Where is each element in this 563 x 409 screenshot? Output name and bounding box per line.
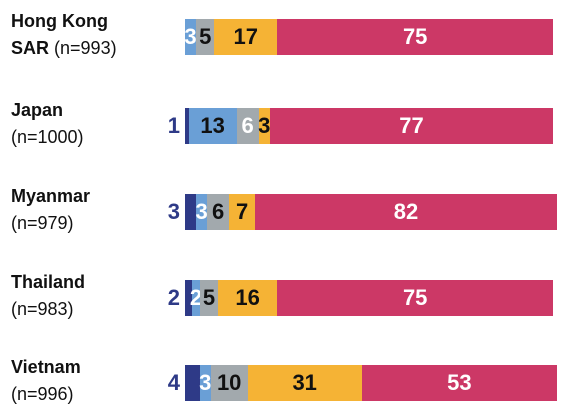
bar-segment xyxy=(210,365,248,401)
bar-segment xyxy=(214,19,278,55)
bar-segment xyxy=(277,19,554,55)
value-label: 4 xyxy=(167,370,180,395)
bar-segment xyxy=(277,280,554,316)
bar-segment xyxy=(258,108,270,144)
category-name: Japan xyxy=(11,100,64,120)
bar-segment xyxy=(236,108,259,144)
bar-segment xyxy=(185,108,189,144)
category-text: Hong Kong SAR (n=993) xyxy=(11,8,139,62)
sample-size: (n=996) xyxy=(11,384,74,404)
category-label: Hong Kong SAR (n=993) xyxy=(11,7,139,63)
category-label: Thailand (n=983) xyxy=(11,268,139,324)
value-label: 5 xyxy=(199,24,212,49)
value-label: 2 xyxy=(189,285,203,310)
value-label: 31 xyxy=(292,370,317,395)
category-label: Myanmar (n=979) xyxy=(11,182,139,238)
value-label: 13 xyxy=(200,113,225,138)
value-label: 75 xyxy=(402,285,428,310)
bar-segment xyxy=(269,108,554,144)
category-label: Vietnam (n=996) xyxy=(11,353,139,409)
bar-segment xyxy=(199,280,219,316)
category-name: Myanmar xyxy=(11,186,91,206)
sample-size: (n=993) xyxy=(54,38,117,58)
category-name: Hong Kong SAR xyxy=(11,11,108,58)
bar-segment xyxy=(196,194,208,230)
value-label: 75 xyxy=(402,24,428,49)
sample-size: (n=1000) xyxy=(11,127,84,147)
category-text: Vietnam (n=996) xyxy=(11,354,139,408)
category-text: Thailand (n=983) xyxy=(11,269,139,323)
value-label: 2 xyxy=(167,285,180,310)
bar-segment xyxy=(218,280,278,316)
bar-segment xyxy=(192,280,200,316)
bar-segment xyxy=(185,280,193,316)
category-name: Thailand xyxy=(11,272,86,292)
bar-segment xyxy=(185,194,197,230)
sample-size: (n=979) xyxy=(11,213,74,233)
value-label: 3 xyxy=(258,113,271,138)
bar-segment xyxy=(199,365,211,401)
value-label: 53 xyxy=(447,370,472,395)
value-label: 7 xyxy=(235,199,249,224)
value-label: 3 xyxy=(167,199,180,224)
category-name: Vietnam xyxy=(11,357,81,377)
category-text: Japan (n=1000) xyxy=(11,97,139,151)
value-label: 6 xyxy=(212,199,225,224)
sample-size: (n=983) xyxy=(11,299,74,319)
category-label: Japan (n=1000) xyxy=(11,96,139,152)
bar-segment xyxy=(361,365,557,401)
value-label: 10 xyxy=(216,370,242,395)
bar-segment xyxy=(207,194,230,230)
value-label: 6 xyxy=(241,113,254,138)
value-label: 77 xyxy=(399,113,424,138)
bar-segment xyxy=(185,365,200,401)
value-label: 17 xyxy=(233,24,259,49)
bar-segment xyxy=(196,19,215,55)
bar-segment xyxy=(188,108,237,144)
value-label: 3 xyxy=(195,199,208,224)
value-label: 82 xyxy=(393,199,419,224)
value-label: 3 xyxy=(184,24,197,49)
value-label: 1 xyxy=(167,113,180,138)
bar-segment xyxy=(229,194,255,230)
value-label: 5 xyxy=(202,285,216,310)
category-text: Myanmar (n=979) xyxy=(11,183,139,237)
bar-segment xyxy=(254,194,557,230)
bar-segment xyxy=(185,19,197,55)
value-label: 3 xyxy=(199,370,212,395)
bar-segment xyxy=(247,365,362,401)
value-label: 16 xyxy=(235,285,260,310)
